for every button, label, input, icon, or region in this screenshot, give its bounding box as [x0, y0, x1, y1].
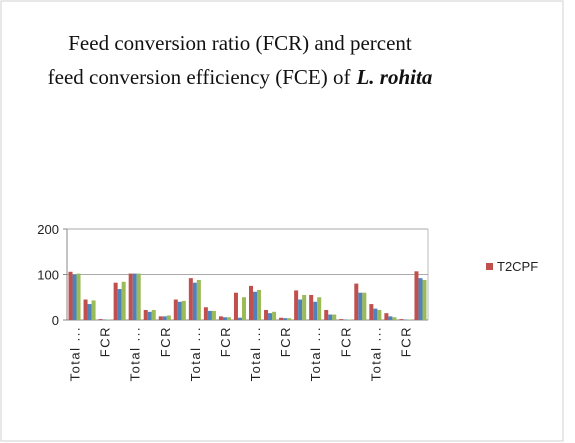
x-tick-label: Total ...	[188, 326, 203, 381]
bar	[324, 309, 329, 320]
y-tick-label: 100	[37, 268, 59, 283]
bar	[392, 317, 397, 320]
bar	[181, 300, 186, 320]
bar	[162, 316, 167, 320]
bar	[151, 309, 156, 320]
bar	[166, 315, 171, 320]
bar	[268, 313, 273, 320]
bar	[72, 274, 77, 320]
bar	[332, 314, 337, 320]
bar	[237, 317, 242, 320]
bar	[192, 282, 197, 320]
bar	[388, 316, 393, 320]
x-tick-label: Total ...	[368, 326, 383, 381]
bar	[177, 301, 182, 320]
bar	[264, 309, 269, 320]
bar	[83, 299, 88, 320]
bar	[158, 316, 163, 320]
bar	[173, 299, 178, 320]
title-species: L. rohita	[355, 65, 432, 89]
bar	[68, 271, 73, 320]
bar	[203, 307, 208, 320]
bar	[91, 300, 96, 320]
bar	[317, 297, 322, 320]
bar	[211, 310, 216, 320]
bar	[143, 309, 148, 320]
bar	[188, 278, 193, 320]
bar	[422, 279, 427, 320]
x-tick-label: Total ...	[128, 326, 143, 381]
x-tick-label: Total ...	[308, 326, 323, 381]
chart-frame	[0, 0, 564, 442]
legend-label: T2CPF	[497, 259, 538, 274]
bar	[362, 292, 367, 320]
bar	[233, 292, 238, 320]
bar	[121, 281, 126, 320]
bar	[147, 311, 152, 320]
legend-swatch	[486, 263, 493, 270]
bar	[328, 314, 333, 320]
x-tick-label: Total ...	[248, 326, 263, 381]
bar	[136, 273, 141, 320]
bar	[222, 317, 227, 320]
bar	[279, 317, 284, 320]
bar	[272, 311, 277, 320]
bar	[207, 310, 212, 320]
chart-title: feed conversion efficiency (FCE) of L. ro…	[48, 65, 433, 89]
title-text: feed conversion efficiency (FCE) of	[48, 65, 351, 89]
x-tick-label: FCR	[278, 326, 293, 357]
bar	[76, 273, 81, 320]
bar	[253, 291, 258, 320]
bar	[339, 319, 344, 320]
bar	[313, 301, 318, 320]
bar	[369, 304, 374, 320]
bar	[257, 289, 262, 320]
x-tick-label: FCR	[158, 326, 173, 357]
bar	[418, 278, 423, 320]
bar	[98, 319, 103, 320]
bar	[399, 319, 404, 320]
bar	[287, 318, 292, 320]
bar	[373, 308, 378, 320]
bar	[113, 282, 118, 320]
x-tick-label: FCR	[338, 326, 353, 357]
bar	[87, 304, 92, 320]
y-tick-label: 0	[52, 313, 59, 328]
bar	[196, 279, 201, 320]
bar	[241, 297, 246, 320]
bar	[218, 316, 223, 320]
chart-title: Feed conversion ratio (FCR) and percent	[68, 31, 412, 55]
bar	[249, 285, 254, 320]
x-tick-label: FCR	[218, 326, 233, 357]
bar	[298, 299, 303, 320]
bar	[294, 290, 299, 320]
bar	[302, 294, 307, 320]
bar	[283, 318, 288, 320]
bar	[309, 294, 314, 320]
x-tick-label: Total ...	[68, 326, 83, 381]
bar	[354, 283, 359, 320]
bar	[128, 273, 133, 320]
bar	[117, 289, 122, 320]
x-tick-label: FCR	[98, 326, 113, 357]
bar	[358, 292, 363, 320]
bar	[414, 271, 419, 320]
bar	[132, 273, 137, 320]
bar	[377, 309, 382, 320]
x-tick-label: FCR	[398, 326, 413, 357]
y-tick-label: 200	[37, 222, 59, 237]
bar	[384, 313, 389, 320]
bar	[226, 317, 231, 320]
